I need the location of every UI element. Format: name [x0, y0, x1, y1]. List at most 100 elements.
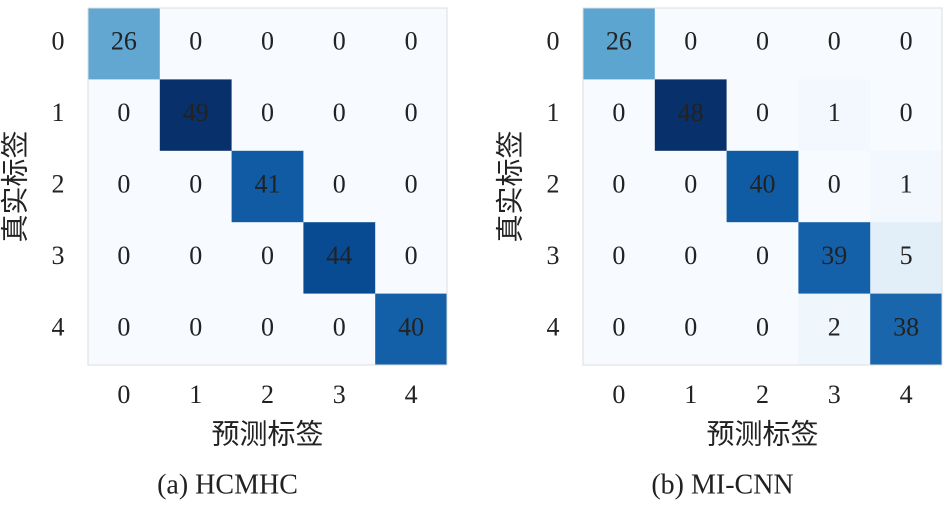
- frame: [582, 7, 943, 366]
- cell-label: 1: [900, 169, 913, 198]
- cell-label: 0: [405, 98, 418, 127]
- cell: [88, 150, 161, 223]
- cell: [88, 293, 161, 366]
- cell: [159, 293, 233, 366]
- cell: [654, 8, 728, 80]
- y-tick-label: 2: [547, 169, 560, 198]
- cell: [303, 222, 376, 295]
- cell-label: 1: [828, 98, 841, 127]
- cell: [375, 150, 448, 223]
- cell-label: 0: [189, 169, 202, 198]
- cell: [159, 8, 233, 80]
- cell: [654, 293, 728, 366]
- cell-label: 0: [333, 98, 346, 127]
- cell-label: 0: [684, 241, 697, 270]
- y-axis-label: 真实标签: [0, 130, 31, 242]
- cell: [375, 222, 448, 295]
- cell: [159, 150, 233, 223]
- cell-label: 26: [606, 27, 632, 56]
- y-tick-label: 4: [547, 312, 560, 341]
- cell: [798, 79, 871, 152]
- frame: [87, 7, 448, 366]
- cell-label: 0: [333, 169, 346, 198]
- cell: [798, 150, 871, 223]
- cell-label: 0: [117, 241, 130, 270]
- cell: [654, 150, 728, 223]
- x-tick-label: 2: [756, 380, 769, 409]
- caption: (b) MI-CNN: [651, 469, 793, 500]
- cell: [870, 293, 943, 366]
- cell-label: 0: [117, 169, 130, 198]
- cell-label: 0: [900, 27, 913, 56]
- x-tick-label: 2: [261, 380, 274, 409]
- cell: [726, 222, 799, 295]
- cell: [870, 150, 943, 223]
- cell-label: 0: [261, 312, 274, 341]
- x-tick-label: 4: [405, 380, 418, 409]
- cell-label: 2: [828, 312, 841, 341]
- y-tick-label: 0: [52, 27, 65, 56]
- y-tick-label: 4: [52, 312, 65, 341]
- cell: [583, 8, 656, 80]
- cell: [726, 8, 799, 80]
- cell: [231, 150, 304, 223]
- x-tick-label: 1: [189, 380, 202, 409]
- cell: [798, 8, 871, 80]
- cell-label: 0: [261, 241, 274, 270]
- cell-label: 0: [612, 312, 625, 341]
- y-tick-label: 1: [52, 98, 65, 127]
- cell-label: 0: [405, 169, 418, 198]
- y-tick-label: 0: [547, 27, 560, 56]
- cell: [88, 222, 161, 295]
- cell-label: 0: [756, 98, 769, 127]
- cell: [231, 222, 304, 295]
- cell-label: 41: [255, 169, 281, 198]
- cell: [726, 150, 799, 223]
- cell-label: 0: [189, 312, 202, 341]
- cell-label: 40: [398, 312, 424, 341]
- cell: [303, 8, 376, 80]
- x-tick-label: 1: [684, 380, 697, 409]
- y-axis-label: 真实标签: [494, 130, 526, 242]
- cell: [870, 222, 943, 295]
- cell-label: 0: [117, 312, 130, 341]
- cell-label: 0: [405, 27, 418, 56]
- cell-label: 0: [756, 312, 769, 341]
- x-tick-label: 3: [828, 380, 841, 409]
- x-tick-label: 3: [333, 380, 346, 409]
- cell: [88, 8, 161, 80]
- cell-label: 0: [756, 241, 769, 270]
- cell-label: 0: [684, 27, 697, 56]
- cell-label: 38: [893, 312, 919, 341]
- cell-label: 0: [684, 169, 697, 198]
- cell-label: 0: [333, 312, 346, 341]
- cell-label: 0: [900, 98, 913, 127]
- cell-label: 0: [189, 241, 202, 270]
- cell-label: 0: [828, 27, 841, 56]
- cell: [231, 79, 304, 152]
- cell-label: 0: [684, 312, 697, 341]
- cell-label: 0: [261, 98, 274, 127]
- cell-label: 5: [900, 241, 913, 270]
- cell-label: 0: [189, 27, 202, 56]
- cell: [159, 222, 233, 295]
- cell-label: 0: [612, 98, 625, 127]
- cell: [159, 79, 233, 152]
- caption: (a) HCMHC: [157, 469, 298, 500]
- cell-label: 0: [612, 169, 625, 198]
- cell: [303, 79, 376, 152]
- y-tick-label: 3: [547, 241, 560, 270]
- cell-label: 49: [183, 98, 209, 127]
- x-tick-label: 0: [117, 380, 130, 409]
- cell-label: 0: [117, 98, 130, 127]
- cell: [583, 79, 656, 152]
- cell: [88, 79, 161, 152]
- x-axis-label: 预测标签: [706, 418, 818, 450]
- y-tick-label: 2: [52, 169, 65, 198]
- cell-label: 40: [750, 169, 776, 198]
- cell: [798, 293, 871, 366]
- cell-label: 39: [821, 241, 847, 270]
- cell-label: 26: [111, 27, 137, 56]
- cell: [303, 293, 376, 366]
